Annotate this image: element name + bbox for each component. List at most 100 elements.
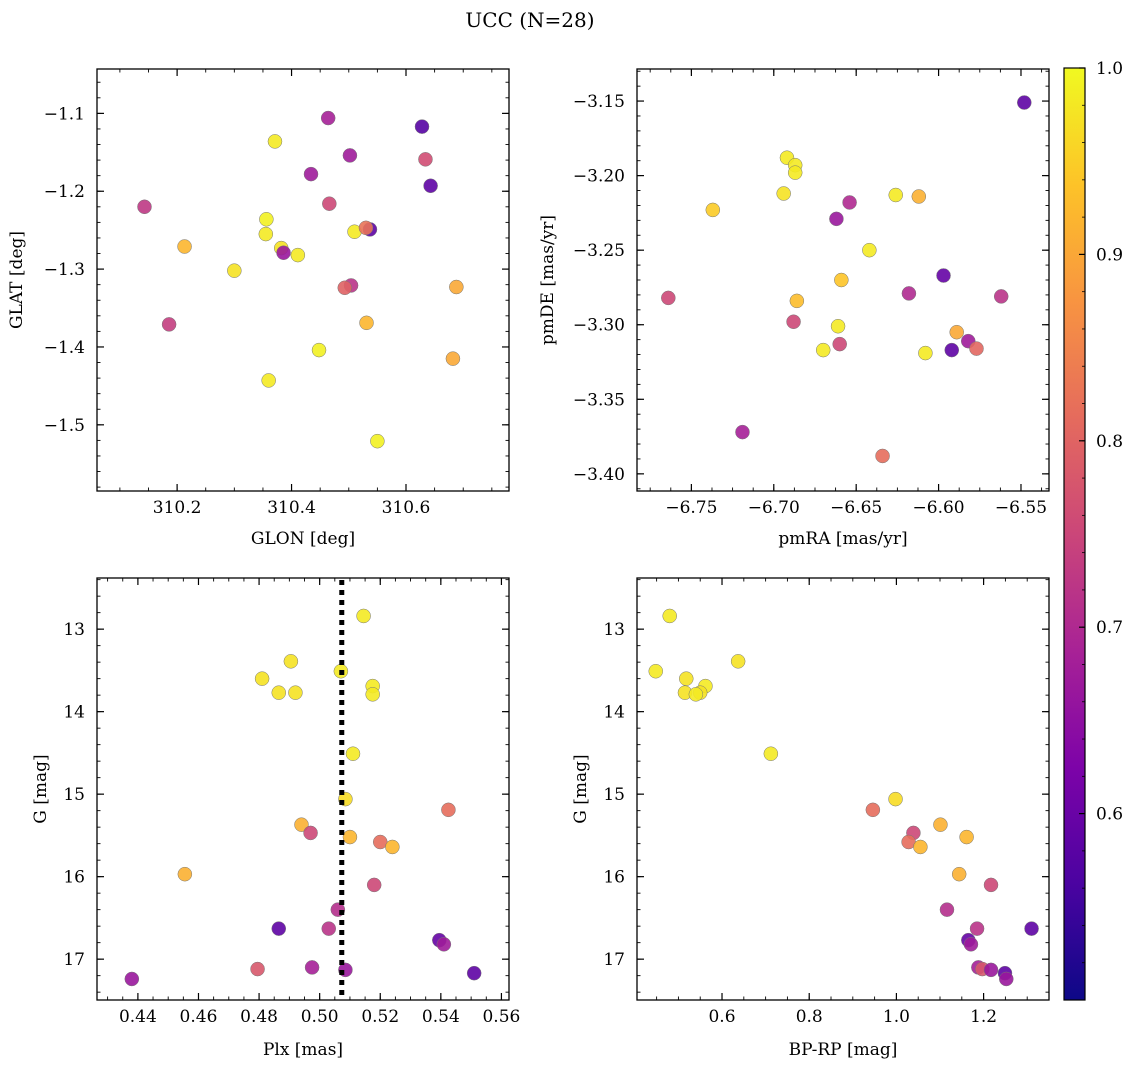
x-tick-label: 0.44 bbox=[119, 1007, 157, 1027]
data-point bbox=[304, 960, 320, 975]
x-axis-label: BP-RP [mag] bbox=[789, 1040, 898, 1060]
colorbar-tick-label: 0.7 bbox=[1096, 618, 1123, 638]
data-point bbox=[842, 195, 857, 210]
y-tick-label: −3.35 bbox=[573, 390, 625, 410]
scatter-points bbox=[137, 110, 464, 449]
y-tick-label: 15 bbox=[63, 785, 85, 805]
data-point bbox=[662, 608, 677, 624]
data-point bbox=[283, 654, 299, 669]
y-tick-label: −3.25 bbox=[573, 241, 625, 261]
data-point bbox=[944, 342, 960, 358]
data-point bbox=[342, 829, 358, 845]
data-point bbox=[423, 178, 438, 194]
colorbar-gradient bbox=[1063, 67, 1086, 1001]
axes-frame bbox=[636, 577, 1050, 1001]
y-tick-label: −1.4 bbox=[44, 338, 85, 358]
y-tick-label: 15 bbox=[603, 785, 625, 805]
data-point bbox=[366, 877, 382, 893]
data-point bbox=[436, 937, 452, 952]
data-point bbox=[320, 110, 336, 126]
x-tick-label: 0.48 bbox=[240, 1007, 278, 1027]
data-point bbox=[661, 290, 676, 306]
data-point bbox=[259, 212, 274, 227]
data-point bbox=[271, 921, 287, 936]
data-point bbox=[321, 921, 336, 936]
data-point bbox=[933, 817, 948, 832]
colorbar-tick-label: 0.6 bbox=[1096, 805, 1123, 825]
data-point bbox=[177, 239, 192, 254]
data-point bbox=[705, 202, 721, 218]
data-point bbox=[345, 746, 361, 761]
figure-title: UCC (N=28) bbox=[465, 8, 594, 32]
data-point bbox=[356, 608, 371, 624]
y-tick-label: 16 bbox=[63, 868, 85, 888]
data-point bbox=[250, 961, 265, 977]
x-tick-label: 0.52 bbox=[361, 1007, 399, 1027]
data-point bbox=[258, 226, 274, 242]
data-point bbox=[303, 166, 319, 182]
x-tick-label: 0.6 bbox=[708, 1007, 735, 1027]
data-point bbox=[939, 902, 955, 917]
panel-1: 310.2 310.4 310.6 −1.1 −1.2 −1.3 −1.4 −1.5 GLON … bbox=[7, 68, 510, 549]
data-point bbox=[254, 671, 270, 686]
y-tick-label: −1.1 bbox=[44, 104, 85, 124]
data-point bbox=[445, 351, 461, 366]
x-tick-label: −6.75 bbox=[665, 498, 717, 518]
data-point bbox=[370, 433, 385, 449]
data-point bbox=[735, 424, 750, 440]
axes-frame bbox=[96, 577, 510, 1001]
x-tick-label: −6.55 bbox=[995, 498, 1047, 518]
y-axis-label: G [mag] bbox=[571, 754, 591, 823]
data-point bbox=[1017, 95, 1032, 110]
data-point bbox=[288, 685, 303, 700]
data-point bbox=[969, 341, 984, 356]
data-point bbox=[888, 187, 903, 203]
colorbar-tick-label: 1.0 bbox=[1096, 59, 1123, 79]
x-tick-label: 0.50 bbox=[301, 1007, 339, 1027]
y-tick-label: 17 bbox=[63, 950, 85, 970]
x-tick-label: 1.0 bbox=[883, 1007, 910, 1027]
data-point bbox=[787, 165, 803, 180]
y-tick-label: −3.30 bbox=[573, 316, 625, 336]
x-axis-label: pmRA [mas/yr] bbox=[778, 529, 907, 549]
y-tick-label: 13 bbox=[63, 620, 85, 640]
data-point bbox=[951, 866, 967, 882]
y-tick-label: −3.40 bbox=[573, 465, 625, 485]
data-point bbox=[303, 825, 318, 841]
data-point bbox=[969, 921, 985, 936]
axes-frame bbox=[96, 68, 510, 492]
data-point bbox=[648, 663, 663, 679]
data-point bbox=[963, 937, 979, 952]
data-point bbox=[875, 448, 890, 464]
data-point bbox=[441, 802, 456, 818]
data-point bbox=[832, 336, 847, 352]
data-point bbox=[227, 263, 242, 278]
y-tick-label: −3.20 bbox=[573, 167, 625, 187]
data-point bbox=[999, 971, 1014, 987]
data-point bbox=[322, 196, 337, 211]
data-point bbox=[815, 342, 831, 358]
x-tick-label: −6.70 bbox=[748, 498, 800, 518]
data-point bbox=[688, 687, 704, 702]
y-tick-label: 14 bbox=[603, 703, 625, 723]
y-tick-label: 16 bbox=[603, 868, 625, 888]
data-point bbox=[888, 791, 903, 807]
data-point bbox=[466, 965, 482, 981]
data-point bbox=[137, 199, 152, 215]
data-point bbox=[161, 317, 177, 332]
panel-4: 0.6 0.8 1.0 1.2 13 14 15 16 17 BP-RP [mag] G [mag] bbox=[571, 577, 1050, 1060]
data-point bbox=[983, 877, 999, 893]
data-point bbox=[763, 746, 779, 761]
data-point bbox=[862, 242, 877, 258]
y-tick-label: 14 bbox=[63, 703, 85, 723]
data-point bbox=[342, 148, 358, 163]
x-tick-label: 310.2 bbox=[153, 498, 202, 518]
y-tick-label: −3.15 bbox=[573, 92, 625, 112]
data-point bbox=[414, 119, 430, 134]
x-tick-label: 0.56 bbox=[482, 1007, 520, 1027]
x-tick-label: −6.65 bbox=[830, 498, 882, 518]
colorbar: 0.6 0.7 0.8 0.9 1.0 bbox=[1063, 59, 1123, 1001]
data-point bbox=[276, 245, 291, 260]
data-point bbox=[983, 962, 999, 978]
